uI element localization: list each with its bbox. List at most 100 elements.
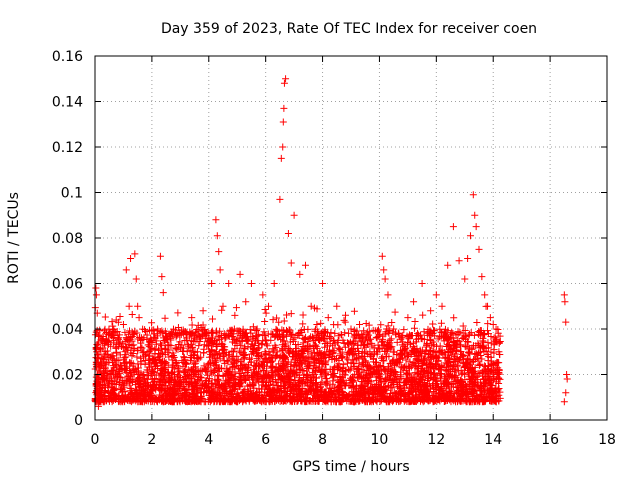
data-point	[437, 319, 445, 327]
data-point	[455, 367, 463, 375]
data-point	[360, 327, 368, 335]
data-point	[304, 361, 312, 369]
data-point	[135, 314, 143, 322]
data-point	[296, 270, 304, 278]
data-point	[218, 346, 226, 354]
data-point	[122, 266, 130, 274]
data-point	[335, 344, 343, 352]
data-point	[321, 326, 329, 334]
data-point	[449, 223, 457, 231]
data-point	[299, 320, 307, 328]
data-point	[318, 387, 326, 395]
x-tick-label: 6	[261, 432, 270, 448]
data-point	[350, 339, 358, 347]
data-point	[215, 248, 223, 256]
data-point	[227, 393, 235, 401]
data-point	[358, 337, 366, 345]
data-point	[237, 357, 245, 365]
data-point	[174, 309, 182, 317]
data-point	[354, 364, 362, 372]
data-point	[436, 342, 444, 350]
y-tick-label: 0.08	[52, 231, 83, 247]
data-point	[206, 375, 214, 383]
data-point	[123, 336, 131, 344]
data-point	[292, 341, 300, 349]
data-point	[423, 377, 431, 385]
data-point	[299, 311, 307, 319]
data-point	[278, 347, 286, 355]
data-point	[391, 308, 399, 316]
data-point	[200, 341, 208, 349]
data-point	[356, 320, 364, 328]
data-point	[234, 356, 242, 364]
data-point	[131, 250, 139, 258]
data-point	[281, 377, 289, 385]
data-point	[287, 259, 295, 267]
data-point	[158, 329, 166, 337]
data-point	[484, 320, 492, 328]
data-point	[432, 291, 440, 299]
data-point	[120, 381, 128, 389]
data-point	[343, 354, 351, 362]
data-point	[387, 335, 395, 343]
data-point	[138, 344, 146, 352]
data-point	[278, 326, 286, 334]
data-point	[285, 328, 293, 336]
data-point	[195, 342, 203, 350]
data-point	[488, 366, 496, 374]
x-tick-label: 8	[318, 432, 327, 448]
data-point	[226, 383, 234, 391]
data-point	[249, 366, 257, 374]
data-point	[350, 307, 358, 315]
data-point	[128, 310, 136, 318]
data-point	[321, 343, 329, 351]
data-point	[106, 330, 114, 338]
x-tick-label: 10	[371, 432, 389, 448]
data-point	[323, 375, 331, 383]
data-point	[395, 376, 403, 384]
data-point	[377, 361, 385, 369]
data-point	[295, 386, 303, 394]
y-tick-label: 0.1	[61, 186, 83, 202]
data-point	[125, 302, 133, 310]
data-point	[301, 261, 309, 269]
data-point	[172, 358, 180, 366]
data-point	[236, 270, 244, 278]
data-point	[408, 331, 416, 339]
data-point	[440, 329, 448, 337]
data-point	[480, 366, 488, 374]
data-point	[129, 350, 137, 358]
data-point	[176, 374, 184, 382]
data-point	[270, 280, 278, 287]
data-point	[481, 362, 489, 370]
data-point	[213, 340, 221, 348]
data-point	[481, 291, 489, 299]
data-point	[188, 337, 196, 345]
data-point	[148, 339, 156, 347]
data-point	[299, 339, 307, 347]
data-point	[410, 298, 418, 306]
data-point	[562, 318, 570, 326]
data-point	[127, 254, 135, 262]
data-point	[194, 375, 202, 383]
data-point	[478, 273, 486, 281]
data-point	[403, 353, 411, 361]
data-point	[290, 211, 298, 219]
data-point	[370, 390, 378, 398]
data-point	[441, 328, 449, 336]
data-point	[377, 338, 385, 346]
data-point	[236, 341, 244, 349]
data-point	[113, 356, 121, 364]
data-point	[385, 343, 393, 351]
data-point	[193, 354, 201, 362]
data-point	[197, 353, 205, 361]
data-point	[384, 322, 392, 330]
data-point	[212, 365, 220, 373]
data-point	[455, 257, 463, 265]
data-point	[101, 348, 109, 356]
data-point	[188, 314, 196, 322]
data-point	[220, 330, 228, 338]
data-point	[124, 337, 132, 345]
data-point	[445, 341, 453, 349]
data-point	[124, 372, 132, 380]
